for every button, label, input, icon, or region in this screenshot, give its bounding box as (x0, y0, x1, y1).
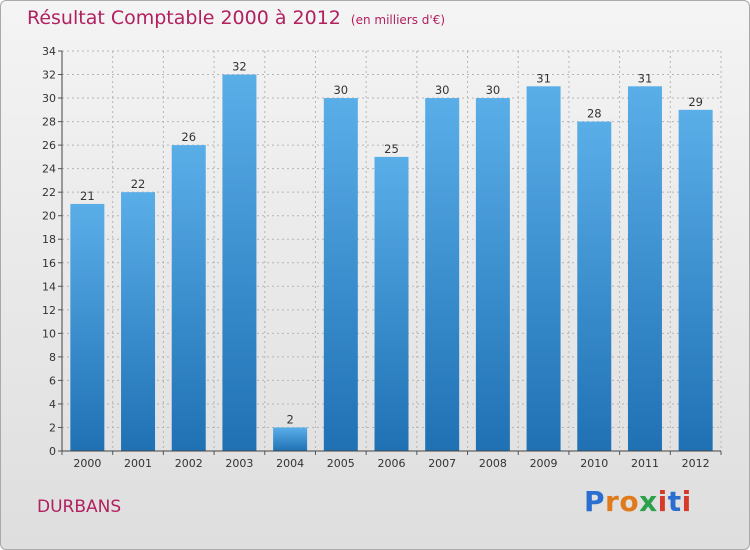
brand-letter: P (584, 485, 606, 518)
y-tick-label-30: 30 (42, 92, 56, 105)
y-tick-label-26: 26 (42, 139, 56, 152)
bar-2005 (323, 98, 358, 451)
x-tick-label-2003: 2003 (225, 457, 253, 470)
y-tick-label-10: 10 (42, 327, 56, 340)
x-tick-label-2005: 2005 (327, 457, 355, 470)
y-tick-label-24: 24 (42, 163, 56, 176)
x-tick-label-2002: 2002 (175, 457, 203, 470)
x-tick-label-2006: 2006 (378, 457, 406, 470)
x-tick-label-2009: 2009 (530, 457, 558, 470)
chart-title-line: Résultat Comptable 2000 à 2012 (en millie… (27, 7, 445, 29)
bar-2012 (678, 109, 713, 451)
data-label-2011: 31 (638, 71, 653, 85)
bar-2006 (374, 156, 409, 451)
y-tick-label-16: 16 (42, 257, 56, 270)
y-tick-label-34: 34 (42, 45, 56, 58)
bar-2009 (526, 86, 561, 451)
brand-letter: r (605, 485, 620, 518)
y-tick-label-12: 12 (42, 304, 56, 317)
data-label-2006: 25 (384, 142, 399, 156)
y-tick-label-28: 28 (42, 116, 56, 129)
brand-letter: i (657, 485, 668, 518)
y-tick-label-32: 32 (42, 69, 56, 82)
bar-2004 (273, 427, 308, 451)
y-tick-label-2: 2 (49, 421, 56, 434)
data-label-2003: 32 (232, 60, 247, 74)
brand-logo: Proxiti (584, 485, 692, 518)
bar-2000 (70, 203, 105, 451)
bar-layer: 21 22 26 32 2 30 25 30 30 31 28 31 29 (70, 60, 713, 452)
bar-2010 (577, 121, 612, 452)
x-tick-label-2000: 2000 (73, 457, 101, 470)
brand-letter: o (619, 485, 640, 518)
y-tick-label-8: 8 (49, 351, 56, 364)
x-tick-label-2008: 2008 (479, 457, 507, 470)
data-label-2000: 21 (80, 189, 95, 203)
x-tick-label-2011: 2011 (631, 457, 659, 470)
y-tick-label-14: 14 (42, 280, 56, 293)
bar-2011 (627, 86, 662, 451)
brand-letter: i (681, 485, 692, 518)
y-tick-label-4: 4 (49, 398, 56, 411)
data-label-2008: 30 (486, 83, 501, 97)
y-tick-label-6: 6 (49, 374, 56, 387)
data-label-2002: 26 (181, 130, 196, 144)
x-tick-label-2007: 2007 (428, 457, 456, 470)
brand-letter: x (639, 485, 658, 518)
bar-2008 (475, 98, 510, 451)
data-label-2007: 30 (435, 83, 450, 97)
chart-title: Résultat Comptable 2000 à 2012 (27, 7, 341, 29)
x-tick-label-2004: 2004 (276, 457, 304, 470)
bar-2002 (171, 145, 206, 451)
x-tick-label-2001: 2001 (124, 457, 152, 470)
bar-2003 (222, 74, 257, 451)
data-label-2012: 29 (688, 95, 703, 109)
y-tick-label-20: 20 (42, 210, 56, 223)
chart-unit-note: (en milliers d'€) (350, 13, 446, 27)
data-label-2010: 28 (587, 107, 602, 121)
y-tick-label-0: 0 (49, 445, 56, 458)
y-tick-label-22: 22 (42, 186, 56, 199)
bar-2001 (121, 192, 156, 452)
y-tick-label-18: 18 (42, 233, 56, 246)
data-label-2004: 2 (286, 412, 293, 426)
data-label-2005: 30 (333, 83, 348, 97)
brand-letter: t (667, 485, 682, 518)
data-label-2009: 31 (536, 71, 551, 85)
x-tick-label-2010: 2010 (580, 457, 608, 470)
data-label-2001: 22 (131, 177, 146, 191)
commune-name: DURBANS (37, 497, 122, 517)
grid-layer (61, 50, 722, 451)
bar-2007 (425, 98, 460, 451)
x-tick-label-2012: 2012 (682, 457, 710, 470)
